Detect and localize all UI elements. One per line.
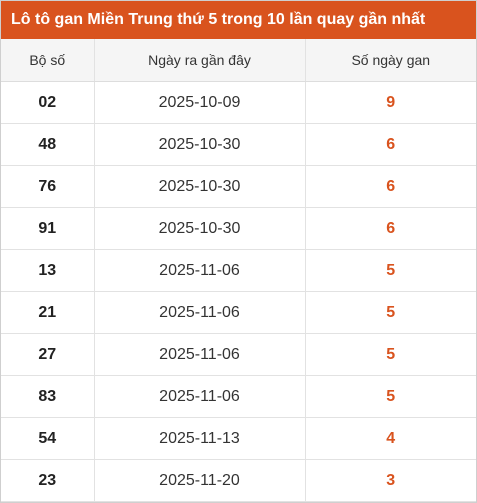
- row-date: 2025-10-30: [93, 207, 305, 250]
- table-row: 83 2025-11-06 5: [1, 375, 476, 418]
- header-last-date: Ngày ra gần đây: [93, 39, 305, 82]
- row-date: 2025-10-30: [93, 165, 305, 208]
- row-number: 13: [1, 249, 94, 292]
- row-date: 2025-11-06: [93, 333, 305, 376]
- row-gap-days: 4: [304, 417, 476, 460]
- row-gap-days: 6: [304, 123, 476, 166]
- row-date: 2025-11-13: [93, 417, 305, 460]
- row-gap-days: 6: [304, 165, 476, 208]
- table-row: 21 2025-11-06 5: [1, 291, 476, 334]
- table-row: 91 2025-10-30 6: [1, 207, 476, 250]
- row-date: 2025-10-09: [93, 81, 305, 124]
- row-gap-days: 5: [304, 249, 476, 292]
- lo-gan-table: Bộ số Ngày ra gần đây Số ngày gan 02 202…: [1, 39, 476, 502]
- header-gap-days: Số ngày gan: [304, 39, 476, 82]
- row-gap-days: 5: [304, 291, 476, 334]
- row-number: 21: [1, 291, 94, 334]
- table-row: 54 2025-11-13 4: [1, 417, 476, 460]
- table-row: 27 2025-11-06 5: [1, 333, 476, 376]
- table-row: 48 2025-10-30 6: [1, 123, 476, 166]
- table-row: 23 2025-11-20 3: [1, 459, 476, 502]
- panel-title: Lô tô gan Miền Trung thứ 5 trong 10 lần …: [1, 1, 476, 39]
- row-number: 23: [1, 459, 94, 502]
- table-row: 02 2025-10-09 9: [1, 81, 476, 124]
- row-date: 2025-11-06: [93, 249, 305, 292]
- table-row: 13 2025-11-06 5: [1, 249, 476, 292]
- row-date: 2025-10-30: [93, 123, 305, 166]
- row-number: 02: [1, 81, 94, 124]
- table-header-row: Bộ số Ngày ra gần đây Số ngày gan: [1, 39, 476, 82]
- table-row: 76 2025-10-30 6: [1, 165, 476, 208]
- row-number: 91: [1, 207, 94, 250]
- row-gap-days: 3: [304, 459, 476, 502]
- row-date: 2025-11-06: [93, 291, 305, 334]
- row-gap-days: 6: [304, 207, 476, 250]
- row-number: 54: [1, 417, 94, 460]
- row-number: 76: [1, 165, 94, 208]
- row-number: 27: [1, 333, 94, 376]
- row-number: 48: [1, 123, 94, 166]
- row-date: 2025-11-06: [93, 375, 305, 418]
- row-gap-days: 9: [304, 81, 476, 124]
- row-number: 83: [1, 375, 94, 418]
- row-gap-days: 5: [304, 375, 476, 418]
- row-gap-days: 5: [304, 333, 476, 376]
- row-date: 2025-11-20: [93, 459, 305, 502]
- header-number: Bộ số: [1, 39, 94, 82]
